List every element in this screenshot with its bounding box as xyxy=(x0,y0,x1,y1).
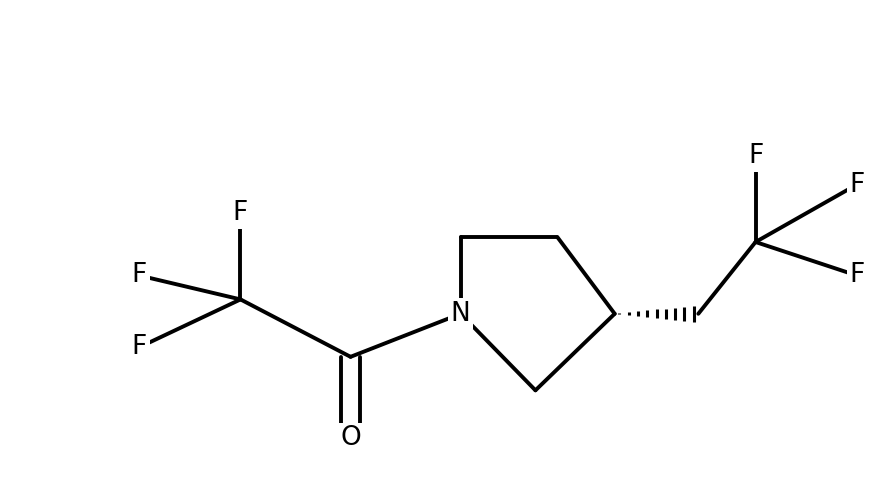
Text: F: F xyxy=(132,334,147,360)
Text: F: F xyxy=(132,262,147,288)
Text: N: N xyxy=(451,301,470,327)
Text: O: O xyxy=(340,425,361,451)
Text: F: F xyxy=(748,143,763,169)
Text: F: F xyxy=(233,200,248,227)
Text: F: F xyxy=(849,172,865,197)
Text: F: F xyxy=(849,262,865,288)
